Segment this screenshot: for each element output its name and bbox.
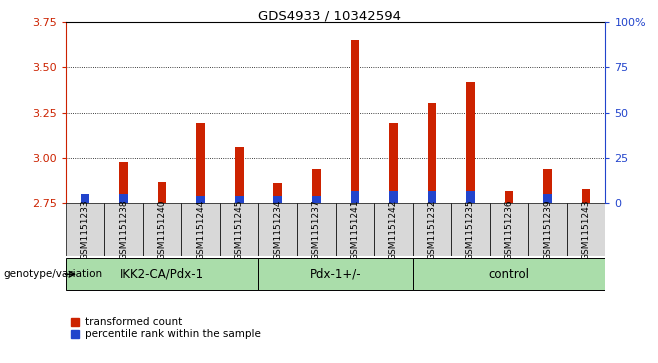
FancyBboxPatch shape bbox=[66, 203, 105, 256]
Bar bbox=[274, 183, 282, 203]
Bar bbox=[196, 196, 205, 203]
FancyBboxPatch shape bbox=[259, 258, 413, 290]
Text: GSM1151239: GSM1151239 bbox=[543, 199, 552, 260]
FancyBboxPatch shape bbox=[374, 203, 413, 256]
Text: GSM1151245: GSM1151245 bbox=[235, 199, 243, 260]
Bar bbox=[81, 198, 89, 203]
Bar bbox=[81, 194, 89, 203]
Bar bbox=[274, 196, 282, 203]
FancyBboxPatch shape bbox=[105, 203, 143, 256]
Bar bbox=[119, 194, 128, 203]
FancyBboxPatch shape bbox=[336, 203, 374, 256]
FancyBboxPatch shape bbox=[413, 203, 451, 256]
Bar bbox=[312, 169, 320, 203]
Text: GDS4933 / 10342594: GDS4933 / 10342594 bbox=[257, 9, 401, 22]
Text: Pdx-1+/-: Pdx-1+/- bbox=[310, 268, 361, 281]
Bar bbox=[466, 82, 475, 203]
Text: IKK2-CA/Pdx-1: IKK2-CA/Pdx-1 bbox=[120, 268, 204, 281]
Bar bbox=[428, 191, 436, 203]
Bar bbox=[389, 123, 397, 203]
Text: GSM1151233: GSM1151233 bbox=[80, 199, 89, 260]
Bar bbox=[544, 169, 552, 203]
Text: GSM1151238: GSM1151238 bbox=[119, 199, 128, 260]
FancyBboxPatch shape bbox=[490, 203, 528, 256]
Bar bbox=[428, 103, 436, 203]
Text: GSM1151235: GSM1151235 bbox=[466, 199, 475, 260]
FancyBboxPatch shape bbox=[451, 203, 490, 256]
Text: GSM1151240: GSM1151240 bbox=[158, 199, 166, 260]
Bar bbox=[119, 162, 128, 203]
Bar bbox=[196, 123, 205, 203]
Text: GSM1151236: GSM1151236 bbox=[505, 199, 513, 260]
Text: GSM1151234: GSM1151234 bbox=[273, 199, 282, 260]
FancyBboxPatch shape bbox=[66, 258, 259, 290]
Bar bbox=[312, 196, 320, 203]
Text: GSM1151242: GSM1151242 bbox=[389, 199, 398, 260]
Bar bbox=[235, 196, 243, 203]
Text: GSM1151243: GSM1151243 bbox=[582, 199, 591, 260]
Text: GSM1151241: GSM1151241 bbox=[350, 199, 359, 260]
FancyBboxPatch shape bbox=[143, 203, 182, 256]
Bar bbox=[351, 191, 359, 203]
FancyBboxPatch shape bbox=[220, 203, 259, 256]
Text: GSM1151244: GSM1151244 bbox=[196, 199, 205, 260]
Text: GSM1151232: GSM1151232 bbox=[428, 199, 436, 260]
Bar bbox=[351, 40, 359, 203]
Bar bbox=[582, 189, 590, 203]
Legend: transformed count, percentile rank within the sample: transformed count, percentile rank withi… bbox=[71, 317, 261, 339]
FancyBboxPatch shape bbox=[413, 258, 605, 290]
Text: genotype/variation: genotype/variation bbox=[3, 269, 103, 279]
FancyBboxPatch shape bbox=[182, 203, 220, 256]
Bar bbox=[466, 191, 475, 203]
FancyBboxPatch shape bbox=[567, 203, 605, 256]
Bar bbox=[544, 194, 552, 203]
Bar bbox=[505, 191, 513, 203]
FancyBboxPatch shape bbox=[297, 203, 336, 256]
Bar bbox=[235, 147, 243, 203]
Text: GSM1151237: GSM1151237 bbox=[312, 199, 321, 260]
Text: control: control bbox=[488, 268, 530, 281]
FancyBboxPatch shape bbox=[259, 203, 297, 256]
Bar bbox=[158, 182, 166, 203]
Bar bbox=[389, 191, 397, 203]
FancyBboxPatch shape bbox=[528, 203, 567, 256]
